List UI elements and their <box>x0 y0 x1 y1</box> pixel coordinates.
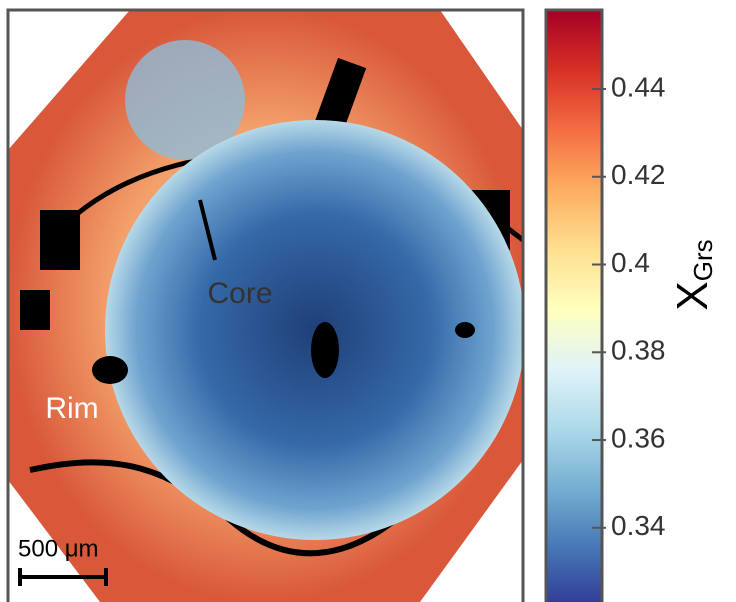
colorbar-tick-label: 0.4 <box>611 247 650 278</box>
scale-bar <box>18 568 108 586</box>
frame <box>6 8 525 602</box>
colorbar-label-main: X <box>668 281 717 310</box>
map-image <box>8 10 523 602</box>
colorbar-tick-label: 0.42 <box>611 159 666 190</box>
colorbar-tick-label: 0.34 <box>611 510 666 541</box>
colorbar <box>544 8 604 602</box>
colorbar-label: XGrs <box>668 239 718 310</box>
colorbar-label-sub: Grs <box>688 239 718 281</box>
colorbar-tick-label: 0.38 <box>611 335 666 366</box>
annotation: Rim <box>45 392 98 425</box>
annotation: Core <box>207 277 272 310</box>
colorbar-tick-label: 0.44 <box>611 71 666 102</box>
colorbar-tick-label: 0.36 <box>611 422 666 453</box>
scale-bar-label: 500 μm <box>18 535 99 562</box>
